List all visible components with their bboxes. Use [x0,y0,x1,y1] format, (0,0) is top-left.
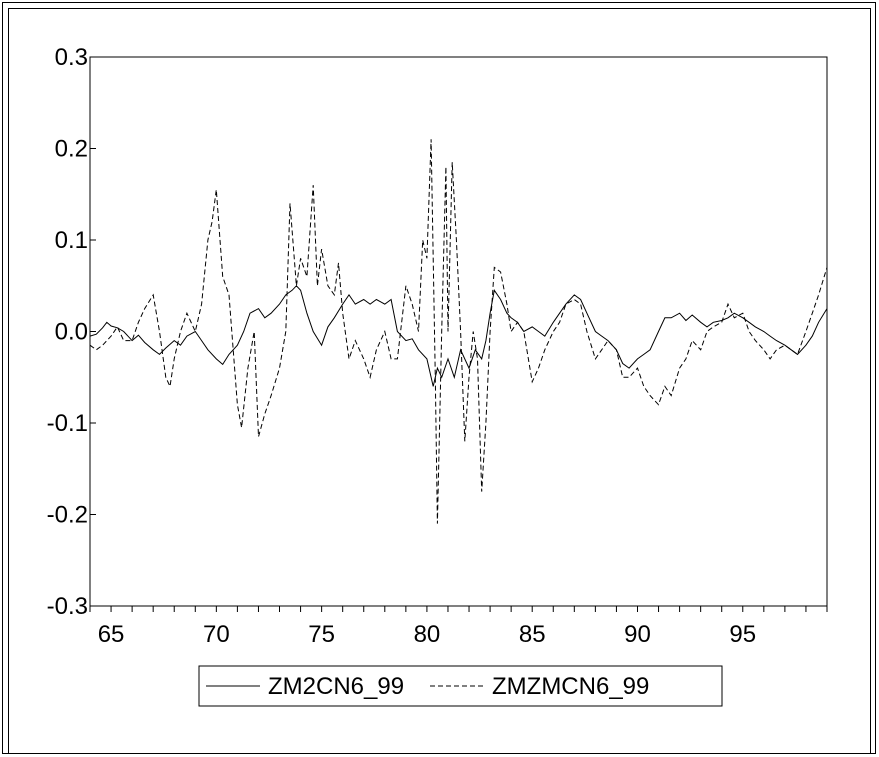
y-tick-label: -0.1 [47,410,88,437]
legend-label-zmzmcn6: ZMZMCN6_99 [492,673,649,700]
y-tick-label: 0.1 [55,227,88,254]
x-tick-label: 70 [203,621,230,648]
y-tick-label: -0.2 [47,502,88,529]
y-tick-label: 0.3 [55,44,88,71]
series-line-zm2cn6-99 [89,285,828,387]
plot-area [89,56,828,607]
y-tick-label: -0.3 [47,593,88,620]
y-tick-label: 0.2 [55,136,88,163]
x-tick-label: 95 [729,621,756,648]
legend-label-zm2cn6: ZM2CN6_99 [268,673,404,700]
series-group [89,139,828,524]
x-tick-label: 90 [624,621,651,648]
series-line-zmzmcn6-99 [89,139,828,524]
x-axis: 65 70 75 80 85 90 95 [89,606,828,648]
x-tick-label: 65 [98,621,125,648]
y-axis: -0.3 -0.2 -0.1 0.0 0.1 0.2 0.3 [47,44,96,620]
y-tick-label: 0.0 [55,319,88,346]
legend-box [198,665,723,707]
inner-frame [8,8,871,754]
x-tick-label: 80 [414,621,441,648]
x-tick-label: 85 [519,621,546,648]
legend: ZM2CN6_99 ZMZMCN6_99 [198,665,723,707]
x-tick-label: 75 [308,621,335,648]
